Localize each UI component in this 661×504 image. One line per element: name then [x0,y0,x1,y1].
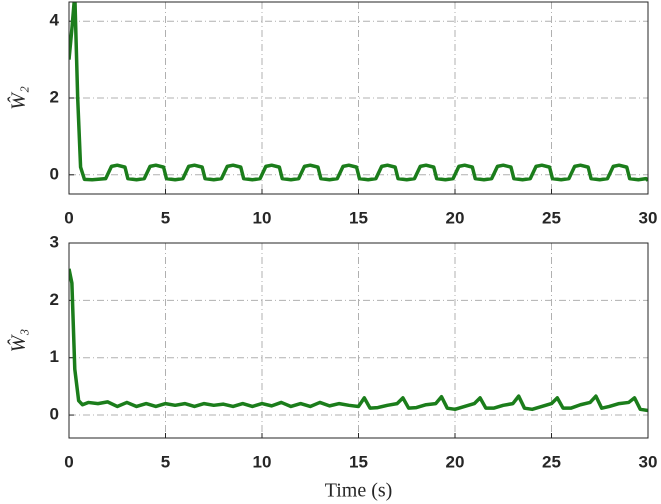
y-axis-label: Ŵ₃ [6,329,30,353]
y-tick-label: 0 [50,164,59,183]
x-tick-label: 30 [639,452,658,471]
y-axis-label: Ŵ₂ [6,86,30,110]
x-tick-label: 20 [446,208,465,227]
y-tick-label: 3 [50,232,59,251]
y-tick-label: 2 [50,290,59,309]
y-tick-label: 2 [50,87,59,106]
x-axis-label: Time (s) [325,480,393,502]
y-tick-label: 4 [50,11,60,30]
x-tick-label: 15 [349,452,368,471]
x-tick-label: 25 [542,208,561,227]
x-tick-label: 10 [253,208,272,227]
x-tick-label: 0 [64,452,73,471]
axes-box [68,1,649,195]
x-tick-label: 5 [161,452,170,471]
x-tick-label: 10 [253,452,272,471]
axes-box [68,242,649,439]
x-tick-label: 15 [349,208,368,227]
y-tick-label: 1 [50,347,59,366]
data-line [69,2,648,182]
data-line [69,268,648,413]
y-tick-label: 0 [50,405,59,424]
x-tick-label: 5 [161,208,170,227]
x-tick-label: 25 [542,452,561,471]
x-tick-label: 30 [639,208,658,227]
x-tick-label: 20 [446,452,465,471]
x-tick-label: 0 [64,208,73,227]
